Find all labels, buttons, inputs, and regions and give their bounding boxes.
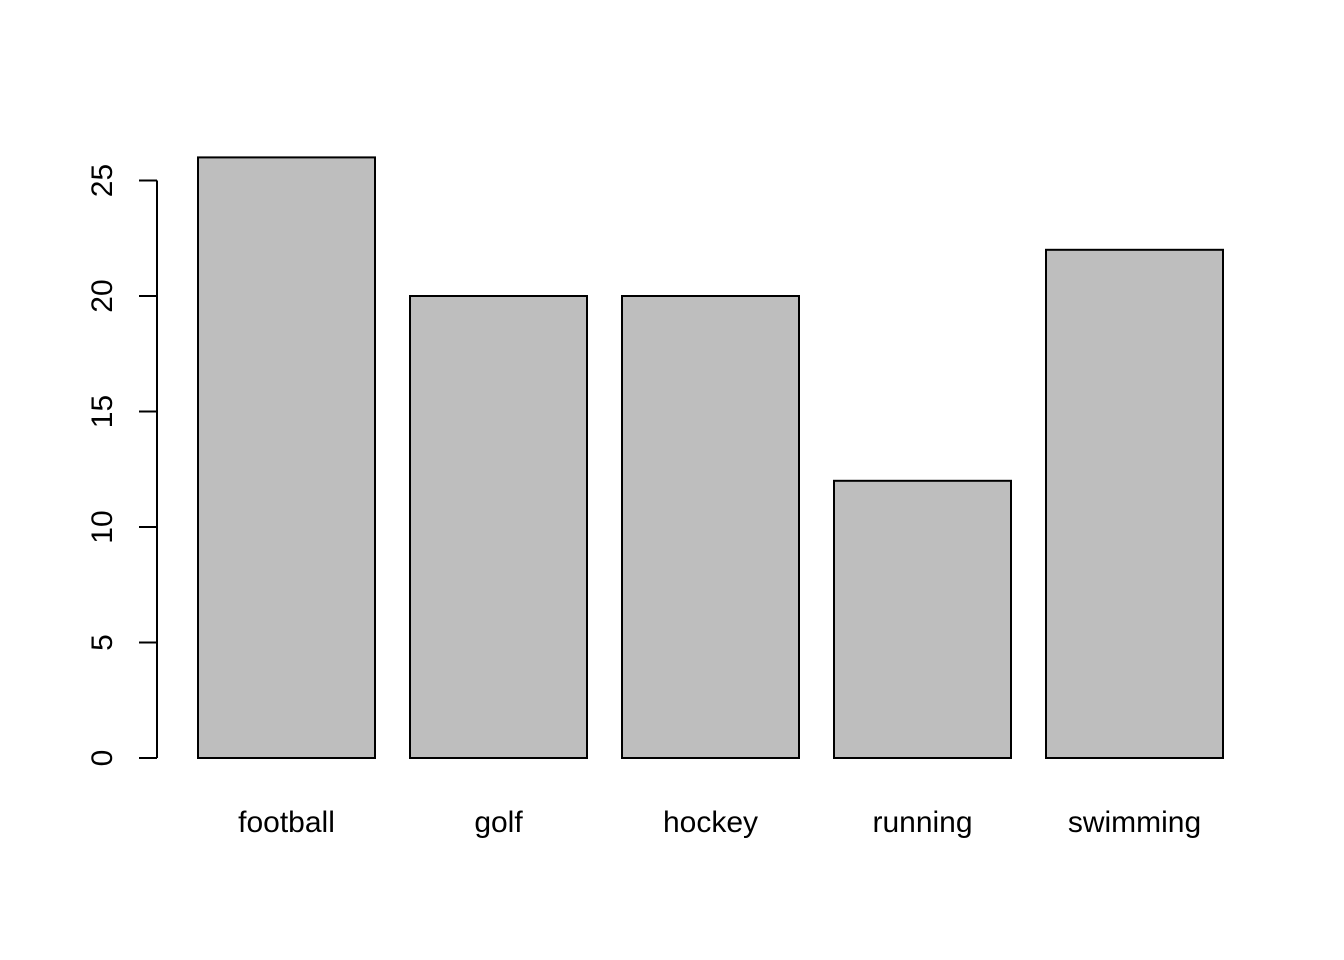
y-tick-label-10: 10	[86, 510, 119, 543]
category-label-swimming: swimming	[1068, 806, 1201, 839]
category-label-golf: golf	[474, 806, 523, 839]
y-tick-label-25: 25	[86, 164, 119, 197]
category-label-football: football	[238, 806, 335, 839]
bar-swimming	[1045, 248, 1224, 760]
x-axis-labels: football golf hockey running swimming	[238, 806, 1201, 839]
y-tick-label-20: 20	[86, 279, 119, 312]
category-label-hockey: hockey	[663, 806, 758, 839]
y-tick-label-0: 0	[86, 750, 119, 767]
bars-group	[197, 156, 1224, 760]
bar-hockey	[621, 295, 800, 759]
y-axis: 0 5 10 15 20 25	[86, 164, 158, 767]
category-label-running: running	[872, 806, 972, 839]
y-tick-label-5: 5	[86, 634, 119, 651]
bar-golf	[409, 295, 588, 759]
y-tick-label-15: 15	[86, 395, 119, 428]
bar-football	[197, 156, 376, 759]
bar-running	[833, 479, 1012, 759]
